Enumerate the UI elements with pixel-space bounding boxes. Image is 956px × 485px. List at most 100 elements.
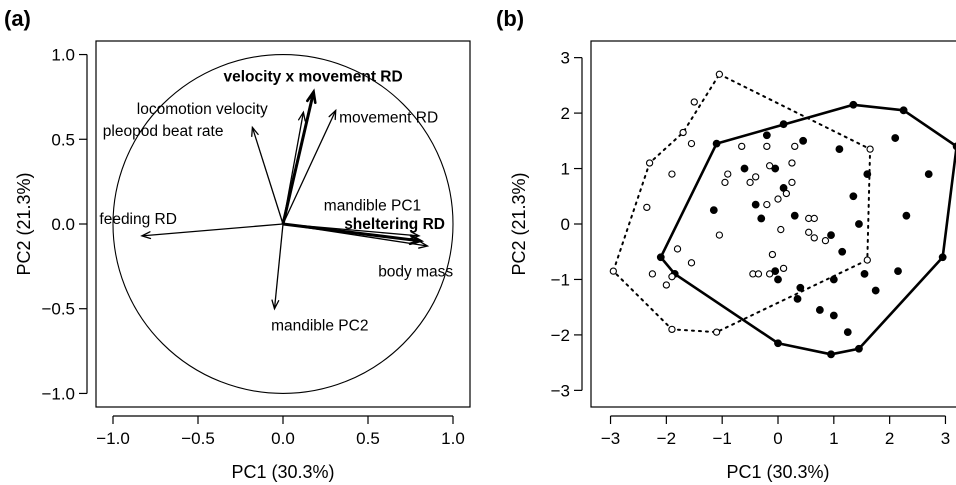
panel-b-y-axis-title: PC2 (21.3%) <box>509 172 529 275</box>
score-point-open <box>687 259 696 267</box>
score-point-filled <box>774 339 782 348</box>
score-point-open <box>765 270 774 278</box>
panel-b-y-axis: −3 −2 −1 0 1 2 3 <box>551 49 583 400</box>
score-point-filled <box>952 142 956 151</box>
score-point-open <box>777 225 785 234</box>
loading-vector-line <box>251 127 284 225</box>
panel-b-plot-frame <box>590 40 956 408</box>
score-point-filled <box>860 270 869 278</box>
score-point-filled <box>938 253 947 262</box>
score-point-open <box>788 159 796 167</box>
loading-vector-label: mandible PC2 <box>271 318 368 335</box>
loading-vector: velocity x movement RD <box>224 69 403 225</box>
x-tick-label: 3 <box>941 429 950 448</box>
y-tick-label: 2 <box>561 104 570 123</box>
score-point-open <box>752 173 760 181</box>
score-point-open <box>805 228 813 236</box>
score-point-open <box>738 142 746 151</box>
score-point-open <box>782 189 791 198</box>
loading-vector-arrowhead <box>418 240 430 249</box>
score-point-open <box>779 264 788 273</box>
score-point-open <box>724 170 732 178</box>
y-tick-label: −0.5 <box>41 300 75 319</box>
loading-vector-arrowhead <box>251 125 259 138</box>
score-point-open <box>866 145 874 153</box>
x-tick-label: 0 <box>773 429 782 448</box>
score-point-open <box>763 142 771 151</box>
score-point-open <box>763 200 771 209</box>
score-point-filled <box>863 170 872 178</box>
score-point-open <box>810 214 818 223</box>
score-point-filled <box>827 350 835 359</box>
score-point-filled <box>843 328 852 337</box>
y-tick-label: −2 <box>551 326 570 345</box>
panel-a-x-axis: −1.0 −0.5 0.0 0.5 1.0 <box>96 415 465 448</box>
score-point-open <box>648 270 657 278</box>
y-tick-label: 1.0 <box>51 46 75 65</box>
loading-vector: mandible PC2 <box>271 223 368 335</box>
panel-b-x-axis: −3 −2 −1 0 1 2 3 <box>601 415 950 448</box>
score-point-open <box>668 170 676 178</box>
loading-vector: movement RD <box>282 108 438 225</box>
loading-vector: feeding RD <box>99 211 284 240</box>
score-point-open <box>788 178 796 187</box>
loading-vector-label: sheltering RD <box>344 216 445 233</box>
loading-vector: body mass <box>282 223 453 280</box>
score-point-open <box>673 245 682 253</box>
score-point-open <box>687 139 696 148</box>
x-tick-label: −0.5 <box>181 429 215 448</box>
loading-vector-arrowhead <box>408 234 425 246</box>
y-tick-label: −1.0 <box>41 384 75 403</box>
y-tick-label: 0 <box>561 215 570 234</box>
loading-vector-line <box>281 91 316 225</box>
score-point-open <box>821 236 830 245</box>
panel-a-label: (a) <box>4 6 31 31</box>
score-point-filled <box>894 267 902 276</box>
score-point-open <box>768 250 777 259</box>
loading-vector-label: mandible PC1 <box>324 197 421 214</box>
score-point-filled <box>855 344 863 353</box>
loading-vector-label: feeding RD <box>99 211 177 228</box>
score-point-filled <box>829 311 838 320</box>
score-point-open <box>643 203 651 212</box>
score-point-open <box>715 231 724 239</box>
score-point-filled <box>656 253 665 262</box>
loading-vector-label: movement RD <box>339 109 438 126</box>
score-point-open <box>765 162 774 170</box>
score-point-filled <box>799 136 808 145</box>
score-point-filled <box>779 120 788 129</box>
score-point-filled <box>751 200 760 209</box>
loading-vector-label: velocity x movement RD <box>224 69 403 86</box>
panel-a-x-axis-title: PC1 (30.3%) <box>231 462 334 482</box>
score-point-filled <box>829 275 838 284</box>
loading-vector-arrowhead <box>306 88 317 105</box>
y-tick-label: 1 <box>561 160 570 179</box>
loading-vector-arrowhead <box>140 231 152 240</box>
loading-vector-arrowhead <box>297 110 306 122</box>
y-tick-label: 0.0 <box>51 215 75 234</box>
score-point-open <box>645 159 654 167</box>
score-point-open <box>712 328 721 336</box>
score-point-open <box>690 98 698 106</box>
score-point-filled <box>827 231 835 239</box>
score-point-filled <box>709 206 718 215</box>
score-point-filled <box>740 164 749 173</box>
panel-a-plot-area: velocity x movement RD locomotion velocit… <box>99 54 454 394</box>
score-point-filled <box>796 283 805 292</box>
unit-circle <box>112 54 454 394</box>
panel-b-plot-area <box>609 70 956 359</box>
loading-vector-label: body mass <box>378 263 453 280</box>
score-point-open <box>715 70 724 78</box>
score-point-filled <box>924 170 933 178</box>
x-tick-label: 1 <box>829 429 838 448</box>
x-tick-label: 2 <box>885 429 894 448</box>
score-point-open <box>721 178 729 187</box>
panel-a-y-axis: −1.0 −0.5 0.0 0.5 1.0 <box>41 46 88 403</box>
score-point-filled <box>835 145 844 154</box>
y-tick-label: −3 <box>551 381 570 400</box>
x-tick-label: −3 <box>601 429 620 448</box>
x-tick-label: 0.0 <box>271 429 295 448</box>
x-tick-label: 0.5 <box>356 429 380 448</box>
score-point-filled <box>855 220 863 228</box>
score-point-filled <box>757 214 766 223</box>
